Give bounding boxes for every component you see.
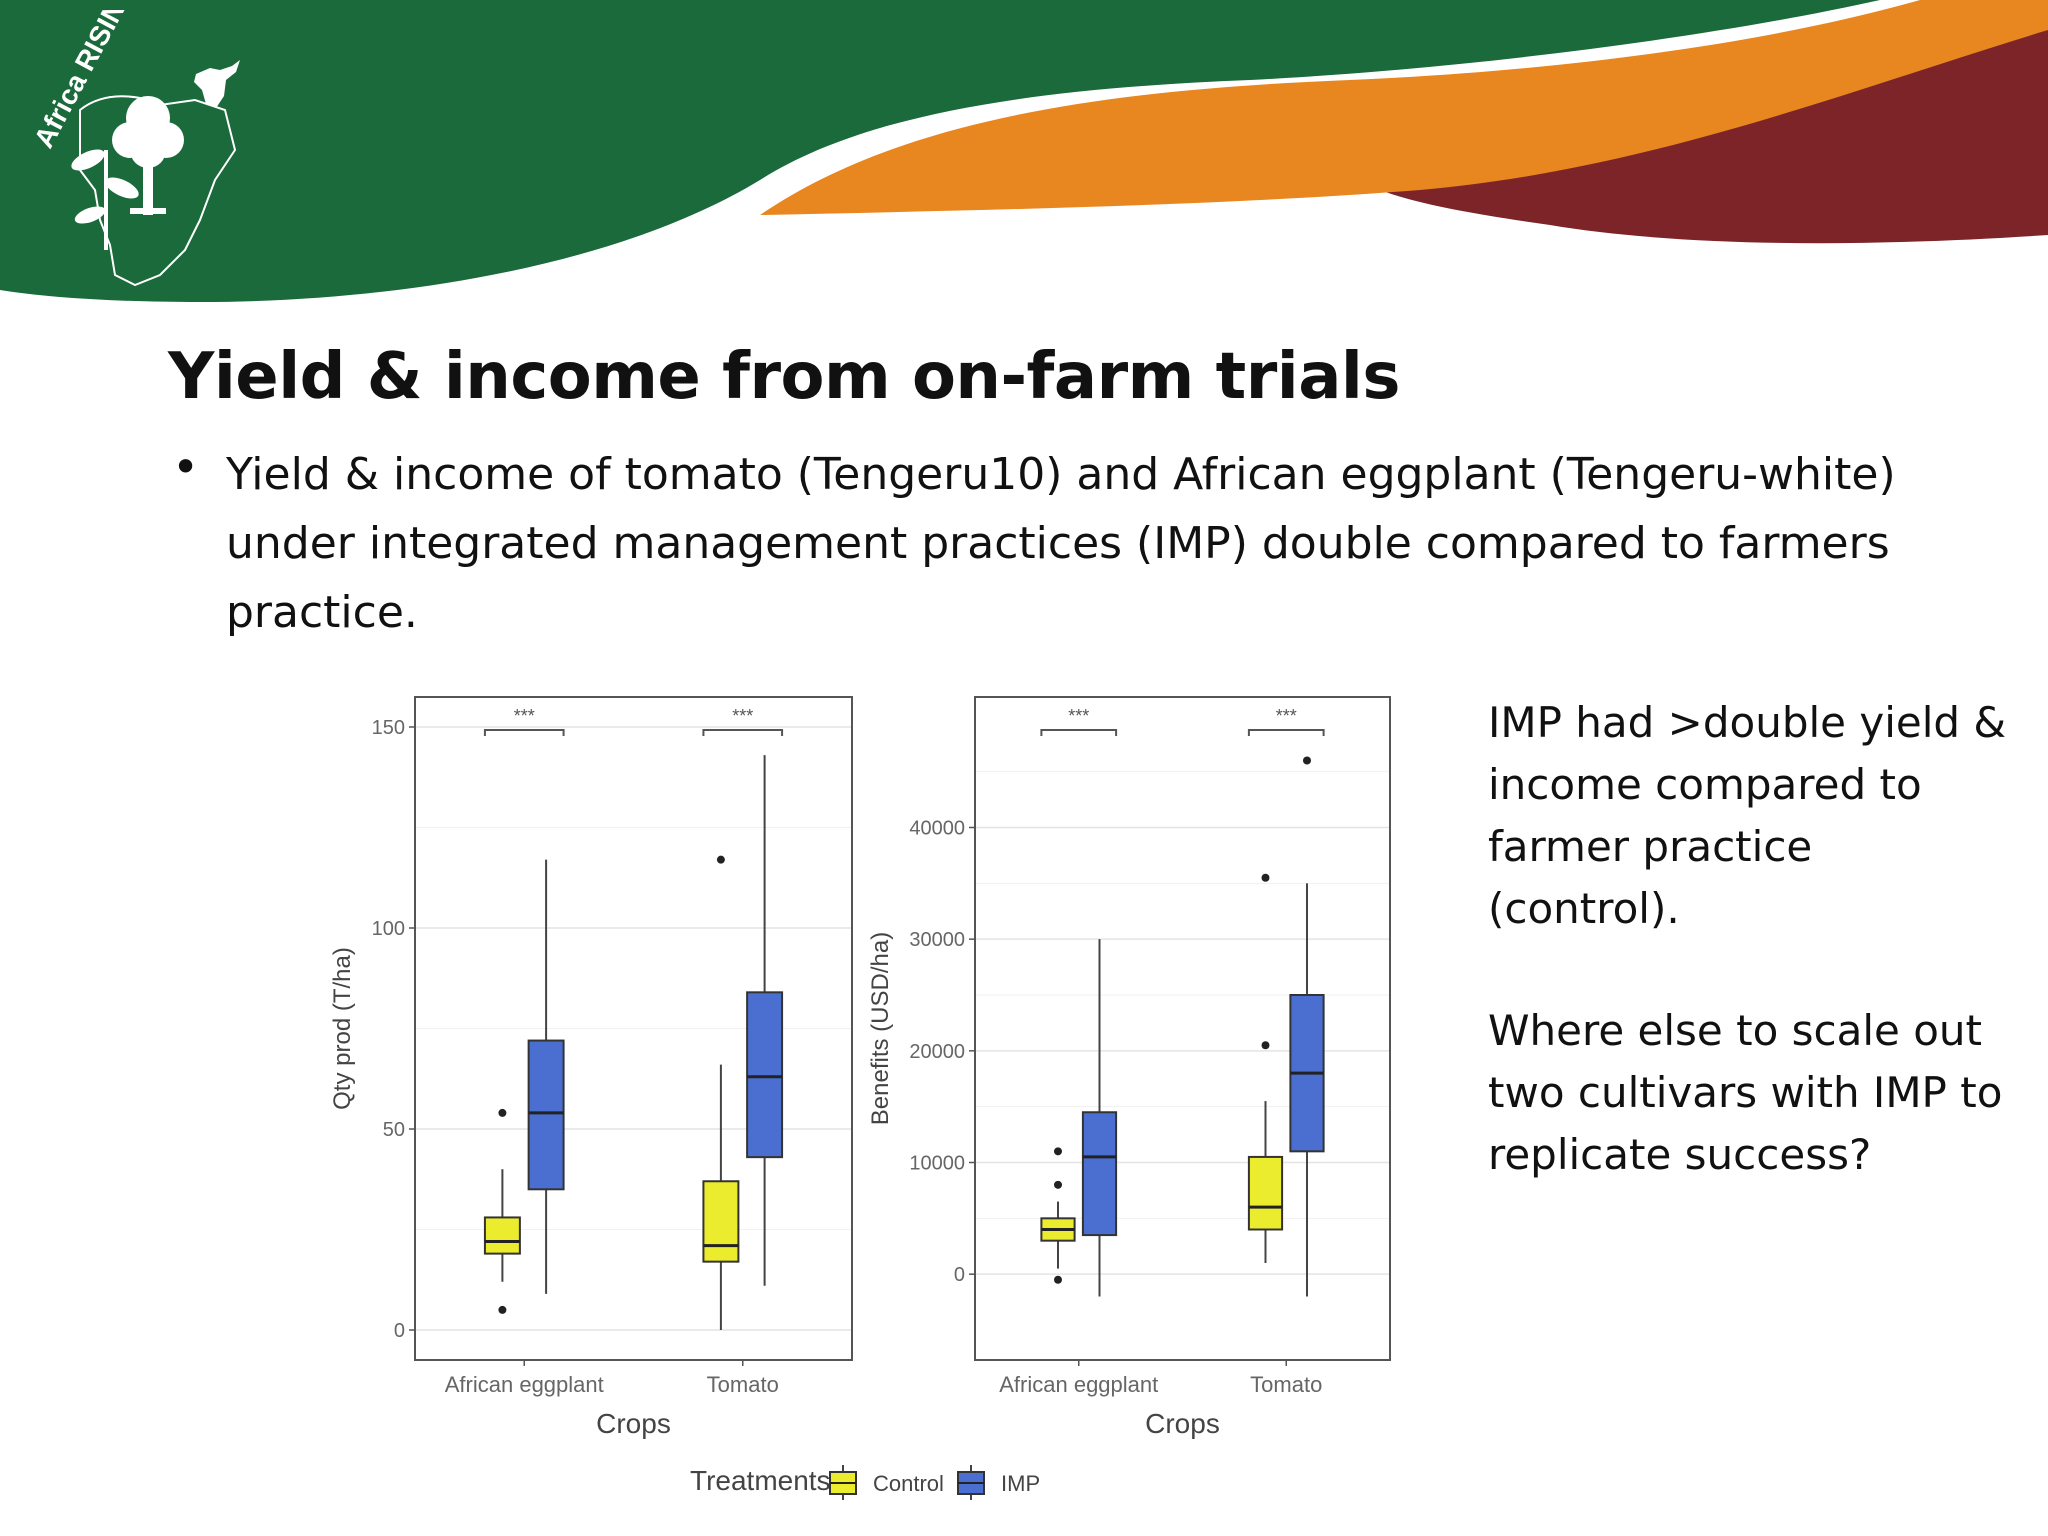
box-imp bbox=[746, 991, 784, 1159]
x-tick-label: African eggplant bbox=[445, 1372, 604, 1397]
y-tick-label: 50 bbox=[383, 1119, 405, 1141]
outlier-point bbox=[1054, 1180, 1062, 1189]
panel-border bbox=[974, 696, 1391, 1361]
significance-bracket bbox=[1247, 729, 1325, 736]
panel-border bbox=[414, 696, 853, 1361]
africa-rising-logo: Africa RISING bbox=[28, 10, 240, 287]
y-tick-label: 0 bbox=[954, 1264, 965, 1286]
banner-green-field bbox=[0, 0, 1880, 302]
cow-head-icon bbox=[194, 60, 240, 108]
box-control bbox=[483, 1216, 521, 1255]
box-control bbox=[702, 1180, 740, 1263]
y-tick-label: 150 bbox=[372, 717, 405, 739]
side-note-summary: IMP had >double yield & income compared … bbox=[1488, 698, 2007, 933]
significance-label: *** bbox=[1276, 706, 1297, 726]
y-tick-label: 10000 bbox=[909, 1153, 965, 1175]
y-axis-label: Qty prod (T/ha) bbox=[329, 947, 356, 1110]
outlier-point bbox=[1054, 1147, 1062, 1156]
tree-icon bbox=[112, 96, 184, 215]
significance-bracket bbox=[483, 729, 565, 736]
chart-panel-2: 0 10000 20000 30000 40000 Benefits (USD/ha) Af… bbox=[867, 696, 1391, 1439]
significance-label: *** bbox=[732, 706, 753, 726]
outlier-point bbox=[498, 1108, 507, 1117]
box-imp bbox=[1081, 1111, 1118, 1237]
significance-label: *** bbox=[514, 706, 535, 726]
bullet-marker: • bbox=[172, 440, 200, 494]
x-axis-label: Crops bbox=[596, 1408, 671, 1439]
outlier-point bbox=[1261, 873, 1270, 882]
y-tick-label: 0 bbox=[394, 1320, 405, 1342]
slide-title: Yield & income from on-farm trials bbox=[168, 340, 1400, 414]
x-tick-label: Tomato bbox=[1250, 1372, 1322, 1397]
box-imp bbox=[527, 1039, 565, 1191]
y-tick-label: 20000 bbox=[909, 1041, 965, 1063]
box-control bbox=[1247, 1155, 1284, 1231]
outlier-point bbox=[498, 1305, 507, 1314]
header-banner bbox=[0, 0, 2048, 302]
africa-map-outline bbox=[79, 95, 237, 287]
banner-orange-swoosh bbox=[760, 0, 2048, 215]
side-note-question: Where else to scale out two cultivars wi… bbox=[1488, 1006, 2003, 1179]
legend-item-label: Control bbox=[873, 1471, 944, 1496]
significance-label: *** bbox=[1068, 706, 1089, 726]
y-tick-label: 30000 bbox=[909, 929, 965, 951]
chart-panel-1: 0 50 100 150 Qty prod (T/ha) African eggplant… bbox=[329, 696, 853, 1439]
legend-item-label: IMP bbox=[1001, 1471, 1040, 1496]
seedling-icon bbox=[71, 149, 139, 250]
x-axis-label: Crops bbox=[1145, 1408, 1220, 1439]
x-tick-label: African eggplant bbox=[999, 1372, 1158, 1397]
outlier-point bbox=[1261, 1041, 1270, 1050]
y-tick-label: 100 bbox=[372, 918, 405, 940]
outlier-point bbox=[1303, 756, 1311, 765]
y-tick-label: 40000 bbox=[909, 818, 965, 840]
outlier-point bbox=[1054, 1275, 1062, 1284]
significance-bracket bbox=[702, 729, 784, 736]
legend-title: Treatments bbox=[690, 1465, 831, 1496]
x-tick-label: Tomato bbox=[707, 1372, 779, 1397]
outlier-point bbox=[716, 855, 725, 864]
y-axis-label: Benefits (USD/ha) bbox=[867, 932, 894, 1125]
bullet-text: Yield & income of tomato (Tengeru10) and… bbox=[226, 449, 1896, 638]
chart-legend: Treatments Control IMP bbox=[690, 1465, 1040, 1500]
significance-bracket bbox=[1040, 729, 1118, 736]
